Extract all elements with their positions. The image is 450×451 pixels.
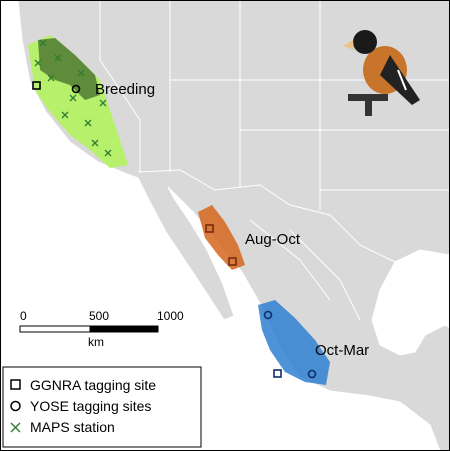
land [17, 0, 450, 451]
breeding-core [38, 38, 100, 100]
oct-mar-range [258, 300, 330, 385]
scale-unit: km [88, 335, 104, 349]
map-label: Breeding [95, 81, 155, 98]
scale-label: 0 [20, 309, 27, 323]
legend-label: YOSE tagging sites [30, 398, 151, 414]
map-label: Aug-Oct [245, 231, 301, 248]
aug-oct-range [198, 205, 245, 270]
scale-label: 1000 [157, 309, 184, 323]
scale-label: 500 [89, 309, 109, 323]
maps-stations [34, 39, 112, 157]
scale-bar: 0 500 1000 km [19, 309, 184, 349]
legend: GGNRA tagging site YOSE tagging sites MA… [2, 366, 202, 448]
map-label: Oct-Mar [315, 342, 369, 359]
legend-label: MAPS station [30, 419, 115, 435]
legend-label: GGNRA tagging site [30, 377, 156, 393]
tagging-sites [32, 81, 317, 379]
bird-illustration [343, 30, 420, 116]
